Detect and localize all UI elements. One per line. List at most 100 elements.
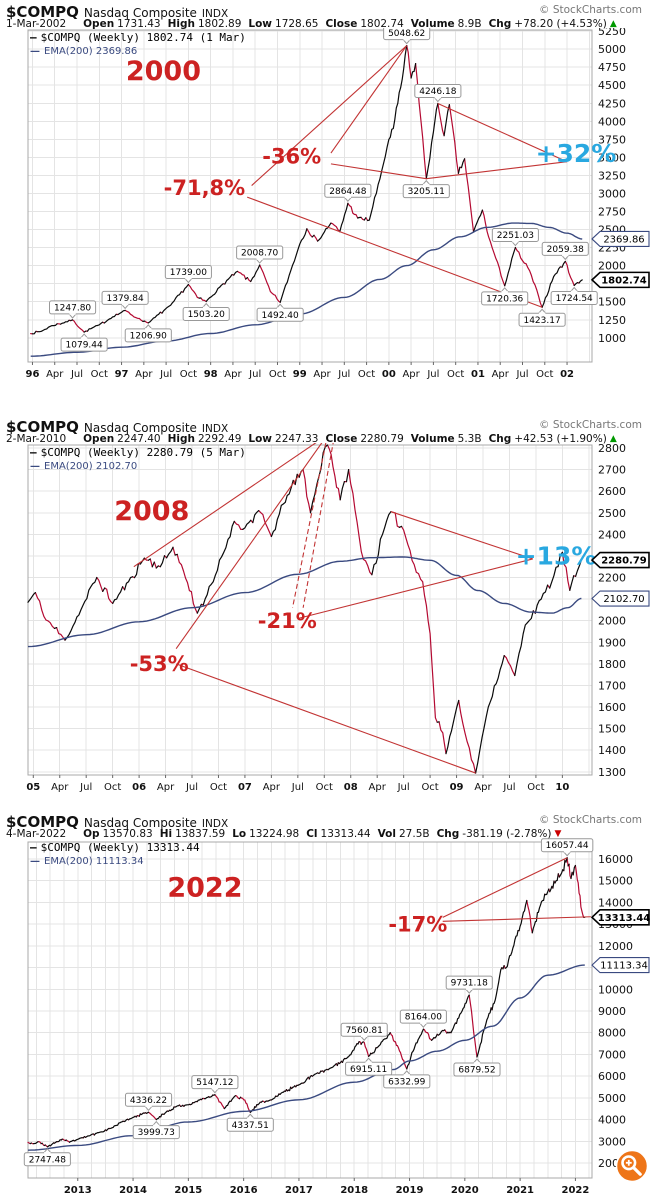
- annotation-2008: 2008: [114, 496, 189, 527]
- y-axis-tick-label: 2000: [598, 260, 626, 273]
- quote-field-value: 2280.79: [360, 433, 404, 445]
- x-axis-labels: 05 Apr Jul Oct 06 Apr Jul Oct 07 Apr Jul Oct 08 Apr Ju…: [26, 775, 569, 793]
- y-axis-tick-label: 4500: [598, 79, 626, 92]
- x-axis-tick-label: 2022: [561, 1185, 589, 1195]
- price-callout: 2008.70: [236, 245, 284, 264]
- x-axis-tick-label: 2020: [451, 1185, 479, 1195]
- plot-area: 2000300040005000600070008000900010000110…: [0, 838, 650, 1195]
- price-callout: 1247.80: [48, 300, 97, 319]
- svg-text:2280.79: 2280.79: [601, 556, 647, 567]
- ema-axis-callout: 2102.70: [591, 590, 650, 607]
- quote-field-label: Chg: [488, 18, 512, 30]
- x-axis-tick-label: 2018: [340, 1185, 368, 1195]
- svg-text:7560.81: 7560.81: [346, 1026, 383, 1036]
- chart-canvas-2008: 1300140015001600170018001900200021002200…: [26, 443, 650, 793]
- annotation-2022: 2022: [167, 873, 242, 904]
- price-callout: 8164.00: [399, 1009, 447, 1028]
- price-callout: 1423.17: [518, 308, 566, 327]
- quote-field-label: High: [167, 18, 195, 30]
- copyright: © StockCharts.com: [539, 419, 642, 431]
- x-axis-tick-label: Apr: [51, 782, 69, 793]
- quote-field-value: 13224.98: [249, 828, 300, 840]
- x-axis-tick-label: 10: [555, 782, 569, 793]
- plot-area: 1000125015001750200022502500275030003250…: [0, 28, 650, 392]
- x-axis-tick-label: Jul: [515, 369, 528, 380]
- copyright: © StockCharts.com: [539, 4, 642, 16]
- quote-field-label: Volume: [410, 433, 455, 445]
- zoom-button[interactable]: [614, 1148, 650, 1184]
- plot-border: [27, 29, 593, 363]
- x-axis-tick-label: 97: [115, 369, 129, 380]
- y-axis-tick-label: 3250: [598, 169, 626, 182]
- x-axis-tick-label: Jul: [185, 782, 198, 793]
- quote-field-value: 27.5B: [399, 828, 430, 840]
- y-axis-tick-label: 1500: [598, 723, 626, 736]
- svg-text:4246.18: 4246.18: [419, 87, 456, 97]
- chart-header: $COMPQ Nasdaq Composite INDX © StockCharts…: [0, 0, 650, 30]
- x-axis-tick-label: Apr: [492, 369, 510, 380]
- y-axis-tick-label: 2400: [598, 528, 626, 541]
- ema-axis-callout: 11113.34: [591, 957, 650, 974]
- price-line-down-segments: [27, 857, 585, 1148]
- svg-text:6332.99: 6332.99: [388, 1077, 425, 1087]
- symbol: $COMPQ: [6, 813, 79, 831]
- x-axis-tick-label: Apr: [224, 369, 242, 380]
- x-axis-tick-label: Jul: [502, 782, 515, 793]
- quote-field-value: 2247.40: [117, 433, 161, 445]
- quote-field-value: 5.3B: [457, 433, 482, 445]
- price-line-up-segments: [31, 45, 583, 335]
- chart-header: $COMPQ Nasdaq Composite INDX © StockCharts…: [0, 810, 650, 840]
- y-axis-tick-label: 3750: [598, 133, 626, 146]
- y-axis-tick-label: 1000: [598, 332, 626, 345]
- y-axis-tick-label: 2000: [598, 615, 626, 628]
- quote-field-label: Vol: [377, 828, 396, 840]
- trendlines: [442, 857, 591, 922]
- price-callout: 4336.22: [124, 1092, 173, 1112]
- svg-text:4337.51: 4337.51: [232, 1121, 269, 1131]
- price-callout: 2251.03: [491, 228, 539, 247]
- x-axis-tick-label: 99: [293, 369, 307, 380]
- x-axis-tick-label: Apr: [135, 369, 153, 380]
- y-axis-tick-label: 15000: [598, 875, 633, 888]
- x-axis-tick-label: 05: [26, 782, 40, 793]
- trendlines: [133, 443, 533, 774]
- y-axis-tick-label: 1300: [598, 766, 626, 779]
- svg-text:2369.86: 2369.86: [603, 234, 644, 245]
- quote-field-value: 1802.89: [197, 18, 242, 30]
- svg-text:2864.48: 2864.48: [329, 187, 366, 197]
- quote-field-value: +78.20 (+4.53%): [514, 18, 607, 30]
- svg-text:11113.34: 11113.34: [600, 961, 648, 972]
- price-line-down-segments: [30, 45, 580, 335]
- y-axis-tick-label: 2700: [598, 464, 626, 477]
- y-axis-tick-label: 14000: [598, 896, 633, 909]
- y-axis-tick-label: 4000: [598, 1114, 626, 1127]
- price-callout: 2864.48: [324, 183, 372, 203]
- price-callout: 5048.62: [383, 28, 431, 45]
- price-line-down-segments: [34, 444, 577, 774]
- svg-text:2102.70: 2102.70: [603, 594, 644, 605]
- x-axis-tick-label: Oct: [104, 782, 121, 793]
- x-axis-tick-label: Jul: [159, 369, 172, 380]
- svg-text:1423.17: 1423.17: [523, 316, 560, 326]
- svg-text:2008.70: 2008.70: [241, 249, 278, 259]
- y-axis-tick-label: 1900: [598, 636, 626, 649]
- svg-text:1492.40: 1492.40: [262, 311, 299, 321]
- y-axis-tick-label: 5000: [598, 1092, 626, 1105]
- svg-text:4336.22: 4336.22: [130, 1096, 167, 1106]
- annotation-+13%: +13%: [516, 542, 597, 571]
- y-axis-tick-label: 4750: [598, 61, 626, 74]
- chart-panel-2022: $COMPQ Nasdaq Composite INDX © StockCharts…: [0, 810, 650, 1195]
- quote-field-value: 8.9B: [457, 18, 482, 30]
- quote-field-label: Open: [83, 433, 115, 445]
- grid: [28, 445, 592, 775]
- axis-labels: 2000300040005000600070008000900010000110…: [598, 853, 633, 1170]
- svg-text:1079.44: 1079.44: [66, 341, 103, 351]
- x-axis-tick-label: 2015: [174, 1185, 202, 1195]
- quote-field-label: Lo: [232, 828, 247, 840]
- x-axis-tick-label: Apr: [263, 782, 281, 793]
- x-axis-tick-label: Apr: [46, 369, 64, 380]
- quote-field-label: Hi: [159, 828, 173, 840]
- chart-canvas-2000: 1000125015001750200022502500275030003250…: [25, 28, 650, 380]
- chart-header: $COMPQ Nasdaq Composite INDX © StockCharts…: [0, 415, 650, 445]
